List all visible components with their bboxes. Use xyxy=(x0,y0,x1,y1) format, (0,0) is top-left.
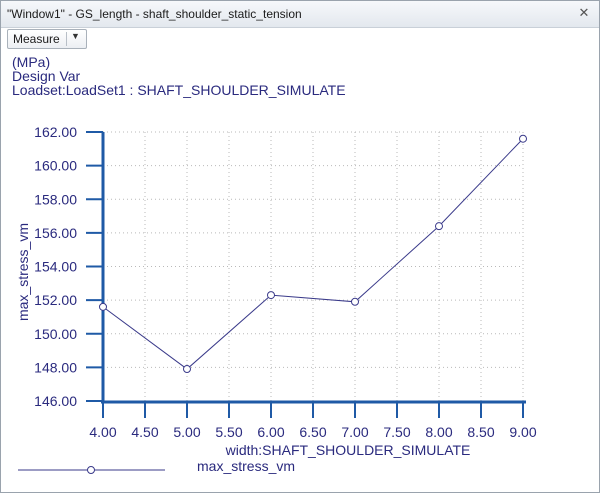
x-tick-label: 5.50 xyxy=(215,424,242,440)
y-tick-label: 162.00 xyxy=(34,124,77,140)
y-tick-label: 150.00 xyxy=(34,326,77,342)
x-axis-label: width:SHAFT_SHOULDER_SIMULATE xyxy=(225,442,471,458)
x-tick-label: 8.00 xyxy=(425,424,452,440)
data-point[interactable] xyxy=(183,365,191,374)
x-tick-label: 6.00 xyxy=(257,424,284,440)
data-point[interactable] xyxy=(435,222,443,231)
y-axis-label: max_stress_vm xyxy=(15,223,31,321)
x-tick-label: 4.00 xyxy=(89,424,116,440)
y-tick-label: 148.00 xyxy=(34,359,77,375)
measure-label: Measure xyxy=(13,32,60,46)
y-tick-label: 158.00 xyxy=(34,191,77,207)
x-tick-label: 9.00 xyxy=(509,424,536,440)
dropdown-divider xyxy=(66,32,67,46)
units-label: (MPa) xyxy=(12,54,51,70)
x-tick-label: 6.50 xyxy=(299,424,326,440)
y-tick-label: 146.00 xyxy=(34,393,77,409)
design-var-label: Design Var xyxy=(12,68,81,84)
x-tick-label: 4.50 xyxy=(131,424,158,440)
window-title: "Window1" - GS_length - shaft_shoulder_s… xyxy=(7,7,302,21)
x-tick-label: 7.00 xyxy=(341,424,368,440)
y-tick-label: 152.00 xyxy=(34,292,77,308)
x-tick-label: 7.50 xyxy=(383,424,410,440)
legend-marker xyxy=(87,466,95,474)
measure-dropdown-button[interactable]: Measure ▼ xyxy=(7,29,87,49)
data-point[interactable] xyxy=(519,134,527,143)
loadset-label: Loadset:LoadSet1 : SHAFT_SHOULDER_SIMULA… xyxy=(12,82,346,98)
y-tick-label: 154.00 xyxy=(34,259,77,275)
x-tick-label: 8.50 xyxy=(467,424,494,440)
y-tick-label: 160.00 xyxy=(34,158,77,174)
y-tick-label: 156.00 xyxy=(34,225,77,241)
data-point[interactable] xyxy=(351,297,359,306)
title-bar[interactable]: "Window1" - GS_length - shaft_shoulder_s… xyxy=(1,1,599,28)
close-icon[interactable]: ✕ xyxy=(578,5,590,20)
data-point[interactable] xyxy=(267,291,275,300)
data-point[interactable] xyxy=(99,302,107,311)
chart-header: (MPa) Design Var Loadset:LoadSet1 : SHAF… xyxy=(12,55,346,97)
legend-label: max_stress_vm xyxy=(197,458,295,474)
series-line xyxy=(102,138,524,370)
x-tick-label: 5.00 xyxy=(173,424,200,440)
chevron-down-icon[interactable]: ▼ xyxy=(71,31,80,41)
